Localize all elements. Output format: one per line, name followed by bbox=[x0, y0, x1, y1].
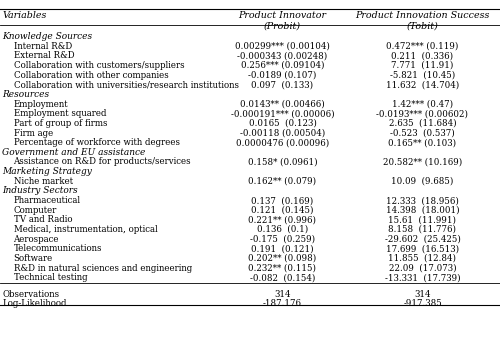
Text: -0.0189 (0.107): -0.0189 (0.107) bbox=[248, 71, 316, 80]
Text: Product Innovation Success
(Tobit): Product Innovation Success (Tobit) bbox=[356, 11, 490, 30]
Text: 0.0000476 (0.00096): 0.0000476 (0.00096) bbox=[236, 138, 329, 147]
Text: -0.082  (0.154): -0.082 (0.154) bbox=[250, 273, 315, 282]
Text: Employment squared: Employment squared bbox=[14, 109, 106, 118]
Text: 0.211  (0.336): 0.211 (0.336) bbox=[392, 51, 454, 60]
Text: 0.0165  (0.123): 0.0165 (0.123) bbox=[248, 119, 316, 128]
Text: -0.000191*** (0.00006): -0.000191*** (0.00006) bbox=[230, 109, 334, 118]
Text: 0.232** (0.115): 0.232** (0.115) bbox=[248, 264, 316, 273]
Text: 15.61  (11.991): 15.61 (11.991) bbox=[388, 215, 456, 224]
Text: Log-Likelihood: Log-Likelihood bbox=[2, 299, 67, 308]
Text: Percentage of workforce with degrees: Percentage of workforce with degrees bbox=[14, 138, 179, 147]
Text: Government and EU assistance: Government and EU assistance bbox=[2, 148, 146, 157]
Text: 11.855  (12.84): 11.855 (12.84) bbox=[388, 254, 456, 263]
Text: Collaboration with customers/suppliers: Collaboration with customers/suppliers bbox=[14, 61, 184, 70]
Text: 0.121  (0.145): 0.121 (0.145) bbox=[252, 206, 314, 215]
Text: 0.0143** (0.00466): 0.0143** (0.00466) bbox=[240, 100, 325, 109]
Text: 11.632  (14.704): 11.632 (14.704) bbox=[386, 80, 459, 89]
Text: Firm age: Firm age bbox=[14, 129, 53, 138]
Text: Aerospace: Aerospace bbox=[14, 235, 59, 244]
Text: 8.158  (11.776): 8.158 (11.776) bbox=[388, 225, 456, 234]
Text: 0.472*** (0.119): 0.472*** (0.119) bbox=[386, 42, 458, 51]
Text: 0.137  (0.169): 0.137 (0.169) bbox=[252, 196, 314, 205]
Text: -0.0193*** (0.00602): -0.0193*** (0.00602) bbox=[376, 109, 468, 118]
Text: -0.000343 (0.00248): -0.000343 (0.00248) bbox=[238, 51, 328, 60]
Text: Employment: Employment bbox=[14, 100, 68, 109]
Text: 10.09  (9.685): 10.09 (9.685) bbox=[392, 177, 454, 186]
Text: -0.523  (0.537): -0.523 (0.537) bbox=[390, 129, 455, 138]
Text: 0.097  (0.133): 0.097 (0.133) bbox=[252, 80, 314, 89]
Text: -0.175  (0.259): -0.175 (0.259) bbox=[250, 235, 315, 244]
Text: R&D in natural sciences and engineering: R&D in natural sciences and engineering bbox=[14, 264, 192, 273]
Text: -5.821  (10.45): -5.821 (10.45) bbox=[390, 71, 455, 80]
Text: Variables: Variables bbox=[2, 11, 47, 20]
Text: 2.635  (11.684): 2.635 (11.684) bbox=[388, 119, 456, 128]
Text: 7.771  (11.91): 7.771 (11.91) bbox=[392, 61, 454, 70]
Text: 17.699  (16.513): 17.699 (16.513) bbox=[386, 244, 459, 253]
Text: 1.42*** (0.47): 1.42*** (0.47) bbox=[392, 100, 453, 109]
Text: Internal R&D: Internal R&D bbox=[14, 42, 72, 51]
Text: External R&D: External R&D bbox=[14, 51, 74, 60]
Text: Marketing Strategy: Marketing Strategy bbox=[2, 167, 92, 176]
Text: 0.162** (0.079): 0.162** (0.079) bbox=[248, 177, 316, 186]
Text: 20.582** (10.169): 20.582** (10.169) bbox=[383, 157, 462, 166]
Text: Collaboration with other companies: Collaboration with other companies bbox=[14, 71, 168, 80]
Text: -13.331  (17.739): -13.331 (17.739) bbox=[384, 273, 460, 282]
Text: Industry Sectors: Industry Sectors bbox=[2, 186, 78, 195]
Text: Pharmaceutical: Pharmaceutical bbox=[14, 196, 80, 205]
Text: 0.256*** (0.09104): 0.256*** (0.09104) bbox=[241, 61, 324, 70]
Text: 314: 314 bbox=[274, 290, 291, 299]
Text: 0.191  (0.121): 0.191 (0.121) bbox=[251, 244, 314, 253]
Text: Medical, instrumentation, optical: Medical, instrumentation, optical bbox=[14, 225, 157, 234]
Text: 0.165** (0.103): 0.165** (0.103) bbox=[388, 138, 456, 147]
Text: 0.202** (0.098): 0.202** (0.098) bbox=[248, 254, 316, 263]
Text: -187.176: -187.176 bbox=[263, 299, 302, 308]
Text: Software: Software bbox=[14, 254, 53, 263]
Text: -0.00118 (0.00504): -0.00118 (0.00504) bbox=[240, 129, 325, 138]
Text: Computer: Computer bbox=[14, 206, 57, 215]
Text: Product Innovator
(Probit): Product Innovator (Probit) bbox=[238, 11, 326, 30]
Text: Observations: Observations bbox=[2, 290, 59, 299]
Text: 314: 314 bbox=[414, 290, 431, 299]
Text: Telecommunications: Telecommunications bbox=[14, 244, 102, 253]
Text: 12.333  (18.956): 12.333 (18.956) bbox=[386, 196, 459, 205]
Text: Collaboration with universities/research institutions: Collaboration with universities/research… bbox=[14, 80, 238, 89]
Text: -917.385: -917.385 bbox=[403, 299, 442, 308]
Text: Part of group of firms: Part of group of firms bbox=[14, 119, 107, 128]
Text: Knowledge Sources: Knowledge Sources bbox=[2, 32, 92, 41]
Text: -29.602  (25.425): -29.602 (25.425) bbox=[384, 235, 460, 244]
Text: Technical testing: Technical testing bbox=[14, 273, 87, 282]
Text: 0.136  (0.1): 0.136 (0.1) bbox=[257, 225, 308, 234]
Text: 22.09  (17.073): 22.09 (17.073) bbox=[388, 264, 456, 273]
Text: TV and Radio: TV and Radio bbox=[14, 215, 72, 224]
Text: Resources: Resources bbox=[2, 90, 50, 99]
Text: 0.221** (0.996): 0.221** (0.996) bbox=[248, 215, 316, 224]
Text: Niche market: Niche market bbox=[14, 177, 72, 186]
Text: 14.398  (18.001): 14.398 (18.001) bbox=[386, 206, 460, 215]
Text: Assistance on R&D for products/services: Assistance on R&D for products/services bbox=[14, 157, 191, 166]
Text: 0.00299*** (0.00104): 0.00299*** (0.00104) bbox=[235, 42, 330, 51]
Text: 0.158* (0.0961): 0.158* (0.0961) bbox=[248, 157, 318, 166]
